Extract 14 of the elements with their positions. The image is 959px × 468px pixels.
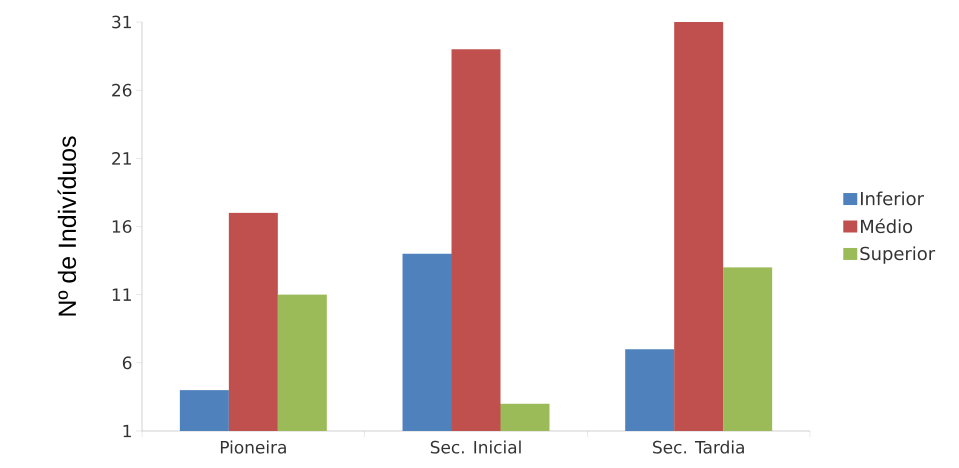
x-tick-label: Pioneira xyxy=(220,440,286,454)
y-tick-label: 6 xyxy=(122,356,132,370)
y-tick-label: 26 xyxy=(112,84,132,97)
x-tick-label: Sec. Tardia xyxy=(653,440,744,454)
x-tick-label: Sec. Inicial xyxy=(430,440,521,454)
y-axis-title: Nº de Indivíduos xyxy=(58,136,76,316)
y-tick-label: 16 xyxy=(112,220,132,233)
y-tick-label: 31 xyxy=(112,16,131,28)
legend-label: Inferior xyxy=(861,191,924,206)
legend-label: Médio xyxy=(861,218,912,234)
y-tick-label: 11 xyxy=(112,288,131,301)
y-tick-label: 1 xyxy=(124,424,131,438)
legend-label: Superior xyxy=(860,246,936,264)
y-tick-label: 21 xyxy=(112,152,131,165)
